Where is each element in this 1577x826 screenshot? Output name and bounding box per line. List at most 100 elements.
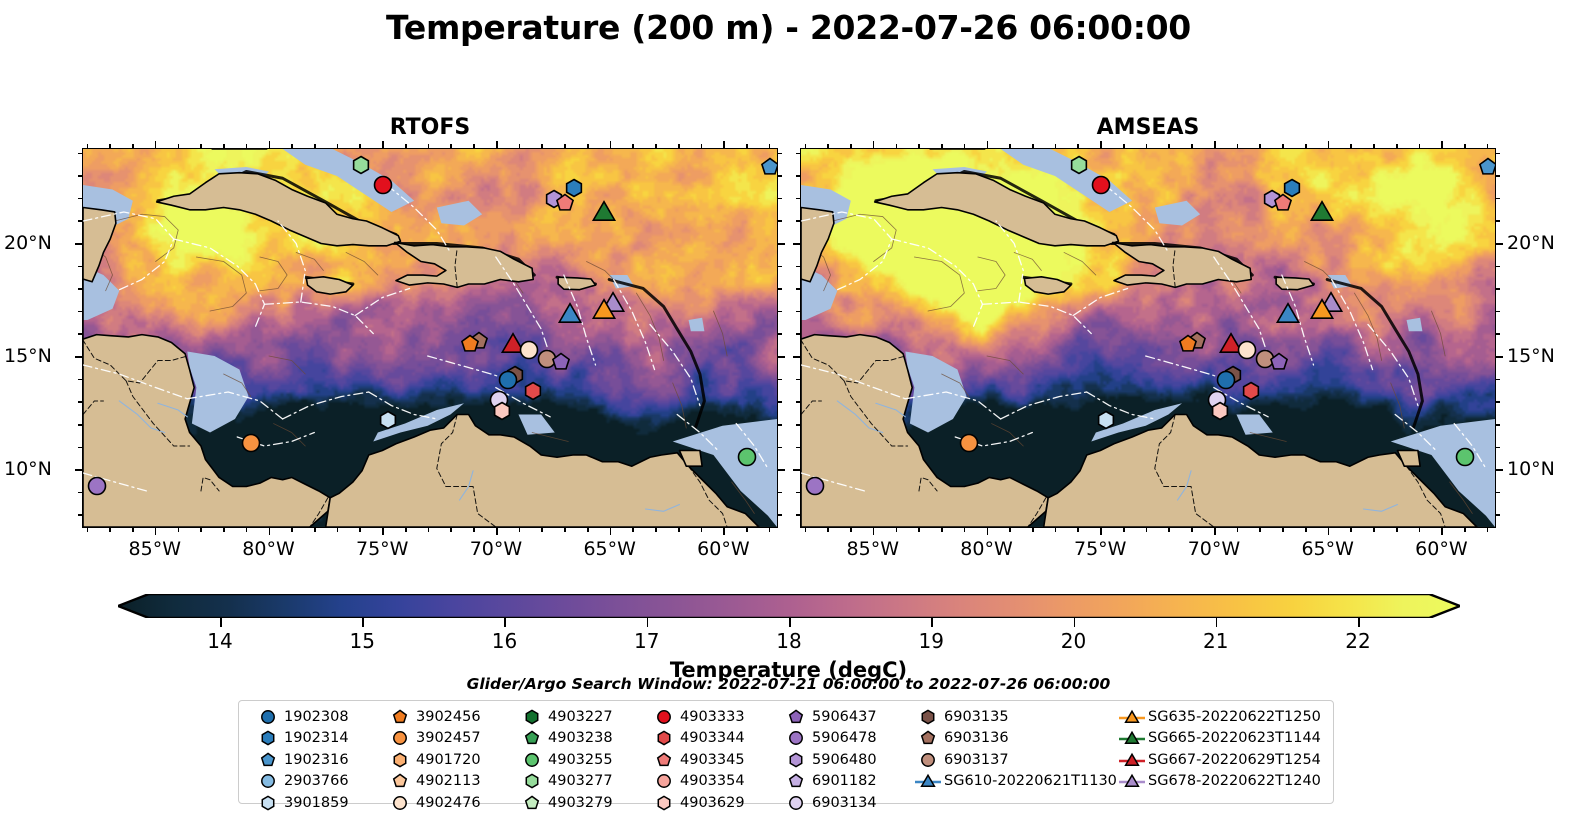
glider-marker[interactable] xyxy=(1275,301,1301,327)
x-tick xyxy=(850,144,852,148)
legend-item-argo[interactable]: 1902308 xyxy=(255,706,387,728)
glider-marker[interactable] xyxy=(557,301,583,327)
x-tick xyxy=(655,528,657,532)
marker-legend[interactable]: 1902308 1902314 1902316 2903766 3901859 39024… xyxy=(238,700,1334,811)
argo-marker[interactable] xyxy=(564,177,585,198)
legend-item-argo[interactable]: 4901720 xyxy=(387,749,519,771)
argo-marker[interactable] xyxy=(555,193,576,214)
x-tick xyxy=(1259,528,1262,532)
argo-marker[interactable] xyxy=(523,381,544,402)
x-tick xyxy=(1486,528,1489,532)
legend-item-argo[interactable]: 4903277 xyxy=(519,771,651,793)
legend-item-argo[interactable]: 4903333 xyxy=(651,706,783,728)
x-tick xyxy=(986,528,989,535)
argo-marker[interactable] xyxy=(377,410,398,431)
x-tick xyxy=(963,144,966,148)
y-tick xyxy=(75,356,82,358)
glider-marker[interactable] xyxy=(1309,297,1335,323)
x-tick xyxy=(700,144,703,148)
argo-marker[interactable] xyxy=(1282,177,1303,198)
legend-item-argo[interactable]: 4903354 xyxy=(651,771,783,793)
glider-marker[interactable] xyxy=(591,297,617,323)
legend-item-argo[interactable]: 1902316 xyxy=(255,749,387,771)
argo-marker[interactable] xyxy=(550,351,571,372)
legend-item-argo[interactable]: 5906478 xyxy=(783,728,915,750)
argo-marker[interactable] xyxy=(1177,333,1198,354)
y-tick xyxy=(793,469,800,471)
legend-item-argo[interactable]: 5906480 xyxy=(783,749,915,771)
legend-item-argo[interactable]: 6903134 xyxy=(783,792,915,814)
legend-item-argo[interactable]: 4903255 xyxy=(519,749,651,771)
legend-item-argo[interactable]: 4903227 xyxy=(519,706,651,728)
legend-item-glider[interactable]: SG635-20220622T1250 xyxy=(1119,706,1329,728)
argo-marker[interactable] xyxy=(1455,446,1476,467)
y-tick xyxy=(778,333,782,336)
argo-marker[interactable] xyxy=(759,157,777,178)
x-tick xyxy=(268,528,271,535)
argo-marker[interactable] xyxy=(373,175,394,196)
x-tick xyxy=(450,144,453,148)
legend-item-argo[interactable]: 4903344 xyxy=(651,728,783,750)
argo-marker[interactable] xyxy=(1241,381,1262,402)
argo-marker[interactable] xyxy=(459,333,480,354)
legend-item-argo[interactable]: 3901859 xyxy=(255,792,387,814)
legend-column: 6903135 6903136 6903137 SG610-20220621T1130 xyxy=(915,706,1119,792)
legend-item-glider[interactable]: SG610-20220621T1130 xyxy=(915,771,1119,793)
legend-item-argo[interactable]: 4902476 xyxy=(387,792,519,814)
legend-item-glider[interactable]: SG665-20220623T1144 xyxy=(1119,728,1329,750)
argo-marker[interactable] xyxy=(241,433,262,454)
argo-marker[interactable] xyxy=(1477,157,1495,178)
legend-item-argo[interactable]: 4902113 xyxy=(387,771,519,793)
argo-marker[interactable] xyxy=(1268,351,1289,372)
legend-item-argo[interactable]: 6903137 xyxy=(915,749,1119,771)
glider-marker[interactable] xyxy=(591,199,617,225)
argo-marker[interactable] xyxy=(1068,154,1089,175)
argo-marker-icon xyxy=(519,794,545,812)
argo-marker[interactable] xyxy=(1209,401,1230,422)
argo-marker[interactable] xyxy=(1236,340,1257,361)
argo-marker-icon xyxy=(651,772,677,790)
legend-item-glider[interactable]: SG678-20220622T1240 xyxy=(1119,771,1329,793)
glider-marker[interactable] xyxy=(500,331,526,357)
x-tick xyxy=(86,144,89,148)
argo-marker-icon xyxy=(255,751,281,769)
legend-item-glider[interactable]: SG667-20220629T1254 xyxy=(1119,749,1329,771)
argo-marker[interactable] xyxy=(86,476,107,497)
colorbar-tick-label: 19 xyxy=(918,629,944,653)
map-panel-rtofs[interactable] xyxy=(82,148,778,528)
argo-marker[interactable] xyxy=(1095,410,1116,431)
argo-marker[interactable] xyxy=(1273,193,1294,214)
y-tick xyxy=(796,378,800,381)
glider-marker[interactable] xyxy=(1218,331,1244,357)
legend-item-label: 3902456 xyxy=(416,708,481,725)
y-tick-label: 15°N xyxy=(1507,345,1555,368)
legend-item-argo[interactable]: 6903135 xyxy=(915,706,1119,728)
glider-marker[interactable] xyxy=(1309,199,1335,225)
legend-item-argo[interactable]: 3902456 xyxy=(387,706,519,728)
x-tick xyxy=(291,528,293,532)
argo-marker[interactable] xyxy=(518,340,539,361)
x-tick xyxy=(245,528,248,532)
colorbar[interactable] xyxy=(118,594,1460,618)
legend-item-argo[interactable]: 4903279 xyxy=(519,792,651,814)
argo-marker[interactable] xyxy=(350,154,371,175)
legend-item-argo[interactable]: 2903766 xyxy=(255,771,387,793)
legend-item-argo[interactable]: 4903238 xyxy=(519,728,651,750)
legend-item-argo[interactable]: 4903629 xyxy=(651,792,783,814)
argo-marker[interactable] xyxy=(1091,175,1112,196)
argo-marker[interactable] xyxy=(804,476,825,497)
argo-marker[interactable] xyxy=(737,446,758,467)
legend-item-argo[interactable]: 4903345 xyxy=(651,749,783,771)
legend-item-argo[interactable]: 6901182 xyxy=(783,771,915,793)
legend-item-argo[interactable]: 6903136 xyxy=(915,728,1119,750)
argo-marker[interactable] xyxy=(1216,369,1237,390)
argo-marker-icon xyxy=(255,708,281,726)
map-panel-amseas[interactable] xyxy=(800,148,1496,528)
argo-marker[interactable] xyxy=(491,401,512,422)
legend-item-argo[interactable]: 1902314 xyxy=(255,728,387,750)
argo-marker[interactable] xyxy=(959,433,980,454)
legend-item-argo[interactable]: 5906437 xyxy=(783,706,915,728)
argo-marker[interactable] xyxy=(498,369,519,390)
y-tick xyxy=(778,514,782,517)
legend-item-argo[interactable]: 3902457 xyxy=(387,728,519,750)
